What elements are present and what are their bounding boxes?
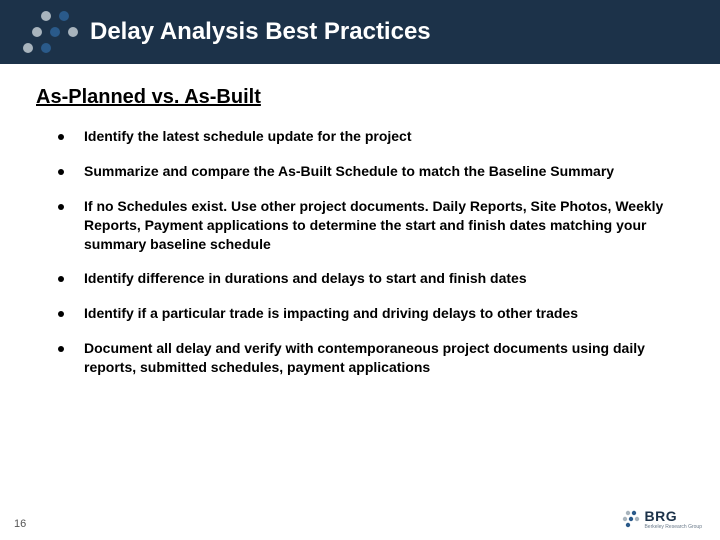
- footer-logo-text: BRG: [644, 508, 702, 524]
- bullet-icon: [58, 204, 64, 210]
- list-item: Summarize and compare the As-Built Sched…: [58, 162, 676, 181]
- slide-subtitle: As-Planned vs. As-Built: [36, 86, 720, 109]
- slide: Delay Analysis Best Practices As-Planned…: [0, 0, 720, 540]
- bullet-icon: [58, 276, 64, 282]
- list-item: If no Schedules exist. Use other project…: [58, 197, 676, 254]
- list-item: Document all delay and verify with conte…: [58, 339, 676, 377]
- list-item: Identify the latest schedule update for …: [58, 127, 676, 146]
- bullet-icon: [58, 169, 64, 175]
- bullet-list: Identify the latest schedule update for …: [58, 127, 676, 377]
- bullet-text: If no Schedules exist. Use other project…: [84, 197, 676, 254]
- footer-logo-subtext: Berkeley Research Group: [644, 524, 702, 530]
- bullet-text: Identify the latest schedule update for …: [84, 127, 412, 146]
- page-number: 16: [14, 518, 26, 530]
- header-bar: Delay Analysis Best Practices: [0, 0, 720, 64]
- bullet-icon: [58, 311, 64, 317]
- list-item: Identify difference in durations and del…: [58, 269, 676, 288]
- slide-title: Delay Analysis Best Practices: [90, 18, 431, 46]
- bullet-text: Summarize and compare the As-Built Sched…: [84, 162, 614, 181]
- list-item: Identify if a particular trade is impact…: [58, 304, 676, 323]
- header-logo-dots-icon: [12, 7, 82, 57]
- footer-logo-dots-icon: [622, 510, 640, 528]
- bullet-text: Identify difference in durations and del…: [84, 269, 527, 288]
- footer-logo: BRG Berkeley Research Group: [622, 508, 702, 530]
- bullet-icon: [58, 346, 64, 352]
- bullet-text: Document all delay and verify with conte…: [84, 339, 676, 377]
- bullet-icon: [58, 134, 64, 140]
- bullet-text: Identify if a particular trade is impact…: [84, 304, 578, 323]
